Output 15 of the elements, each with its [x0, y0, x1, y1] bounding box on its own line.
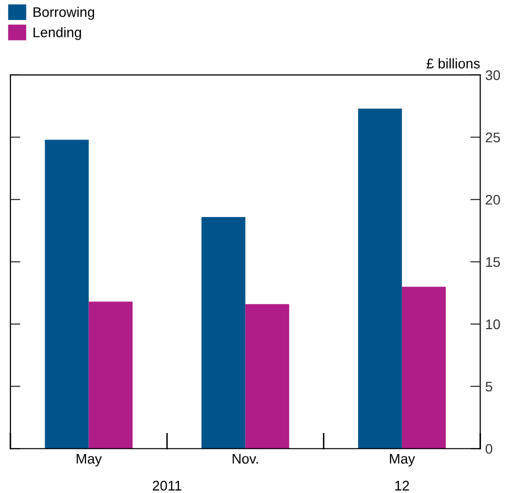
y-tick-label: 20 — [486, 194, 500, 205]
text: 12 — [395, 480, 409, 490]
y-tick-label: 15 — [486, 257, 500, 267]
y-tick-label: 30 — [486, 70, 500, 80]
y-tick-label: 10 — [486, 319, 500, 330]
legend-label: Borrowing — [34, 6, 94, 20]
legend-label: Lending — [34, 27, 81, 40]
x-tick-label: May — [76, 454, 102, 466]
y-axis-title: £ billions — [426, 58, 480, 68]
text: 2011 — [152, 480, 182, 491]
y-tick-label: 0 — [486, 444, 492, 454]
x-tick-label: May — [390, 454, 416, 466]
x-tick-label: Nov. — [232, 454, 258, 464]
y-tick-label: 5 — [486, 382, 492, 392]
y-tick-label: 25 — [486, 132, 500, 142]
